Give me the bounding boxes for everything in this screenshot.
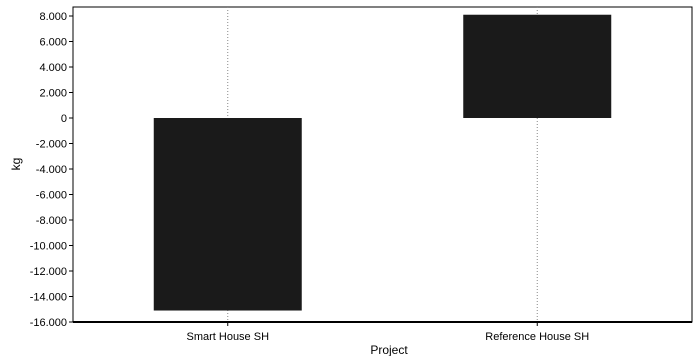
y-tick-label: -4.000 bbox=[36, 164, 67, 176]
y-tick-label: 4.000 bbox=[39, 62, 67, 74]
y-tick-label: -6.000 bbox=[36, 190, 67, 202]
y-tick-label: -8.000 bbox=[36, 215, 67, 227]
y-axis-ticks: 8.000 6.000 4.000 2.000 0 -2.000 -4.000 -6.000 -… bbox=[30, 11, 73, 329]
x-tick-label: Reference House SH bbox=[485, 331, 589, 343]
y-tick-label: -16.000 bbox=[30, 317, 67, 329]
y-tick-label: -2.000 bbox=[36, 139, 67, 151]
y-tick-label: -14.000 bbox=[30, 292, 67, 304]
y-tick-label: -12.000 bbox=[30, 266, 67, 278]
x-axis-title: Project bbox=[370, 343, 408, 356]
x-axis-ticks: Smart House SH Reference House SH bbox=[186, 322, 589, 343]
y-tick-label: -10.000 bbox=[30, 241, 67, 253]
y-axis-title: kg bbox=[9, 158, 23, 171]
x-tick-label: Smart House SH bbox=[186, 331, 269, 343]
bars bbox=[153, 14, 612, 311]
bar bbox=[463, 14, 612, 119]
y-tick-label: 8.000 bbox=[39, 11, 67, 23]
y-tick-label: 6.000 bbox=[39, 37, 67, 49]
y-tick-label: 0 bbox=[61, 113, 67, 125]
y-tick-label: 2.000 bbox=[39, 88, 67, 100]
bar bbox=[153, 118, 302, 311]
